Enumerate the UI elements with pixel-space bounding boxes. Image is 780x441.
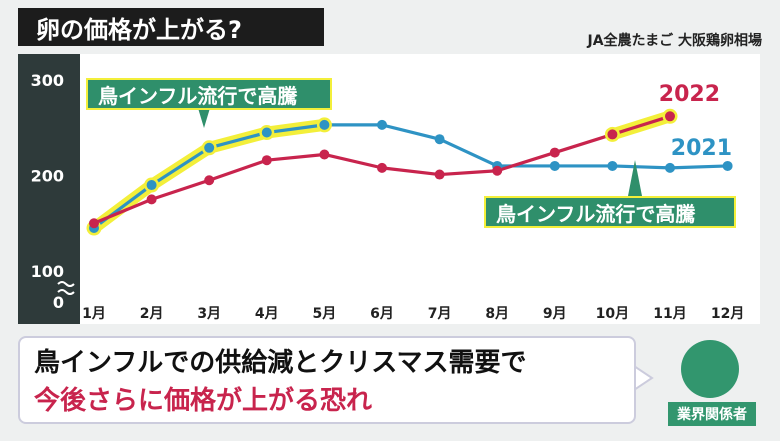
page-title: 卵の価格が上がる? bbox=[18, 8, 324, 46]
callout-2021-text: 鳥インフル流行で高騰 bbox=[98, 83, 298, 108]
callout-2022-text: 鳥インフル流行で高騰 bbox=[496, 201, 696, 226]
callout-2021-rise: 鳥インフル流行で高騰 bbox=[86, 78, 332, 110]
callout-2022-rise: 鳥インフル流行で高騰 bbox=[484, 196, 736, 228]
series-2022-point bbox=[89, 218, 99, 229]
series-2022-point bbox=[377, 162, 387, 173]
source-label: JA全農たまご 大阪鶏卵相場 bbox=[587, 33, 763, 49]
series-2022-point bbox=[146, 194, 157, 205]
y-tick-label: 200 bbox=[31, 167, 64, 186]
caption-box: 鳥インフルでの供給減とクリスマス需要で 今後さらに価格が上がる恐れ bbox=[18, 336, 636, 424]
series-2021-line bbox=[93, 123, 728, 230]
x-tick-label: 3月 bbox=[197, 306, 221, 322]
axis-break-mark bbox=[57, 281, 75, 295]
x-tick-label: 7月 bbox=[428, 306, 452, 322]
series-2021-point bbox=[261, 127, 272, 138]
series-2021-point bbox=[377, 119, 387, 130]
series-2021-point bbox=[434, 134, 445, 145]
x-tick-label: 10月 bbox=[596, 306, 629, 322]
speaker-avatar bbox=[681, 340, 739, 398]
x-tick-label: 8月 bbox=[485, 306, 509, 322]
callout-2-pointer bbox=[628, 160, 642, 196]
series-2022-point bbox=[549, 147, 560, 158]
caption-line-1: 鳥インフルでの供給減とクリスマス需要で bbox=[34, 348, 527, 378]
caption-tail bbox=[633, 364, 654, 392]
x-tick-label: 9月 bbox=[543, 306, 567, 322]
series-2021-point bbox=[549, 160, 560, 171]
series-2021-point bbox=[319, 119, 330, 130]
x-tick-label: 4月 bbox=[255, 306, 279, 322]
speaker-label: 業界関係者 bbox=[668, 402, 756, 426]
series-label-2021: 2021 bbox=[671, 136, 732, 161]
series-2021-point bbox=[204, 142, 215, 153]
series-2021-point bbox=[607, 160, 618, 171]
callout-1-pointer bbox=[198, 108, 210, 128]
y-tick-label: 100 bbox=[31, 262, 64, 281]
x-tick-label: 11月 bbox=[653, 306, 686, 322]
series-2022-point bbox=[319, 149, 330, 160]
series-2022-point bbox=[261, 155, 272, 166]
series-2021-point bbox=[665, 162, 675, 173]
series-2022-point bbox=[607, 129, 618, 140]
series-label-2022: 2022 bbox=[659, 82, 720, 107]
y-axis-strip bbox=[18, 54, 80, 324]
series-2022-point bbox=[492, 165, 503, 176]
title-text: 卵の価格が上がる? bbox=[36, 15, 242, 44]
series-2022-point bbox=[434, 169, 445, 180]
y-tick-label: 300 bbox=[31, 71, 64, 90]
x-tick-label: 2月 bbox=[140, 306, 164, 322]
x-tick-label: 1月 bbox=[82, 306, 106, 322]
series-2021-point bbox=[146, 180, 157, 191]
y-tick-label: 0 bbox=[53, 293, 64, 312]
series-2021-point bbox=[722, 160, 733, 171]
series-2022-point bbox=[665, 111, 675, 122]
x-tick-label: 6月 bbox=[370, 306, 394, 322]
caption-line-2: 今後さらに価格が上がる恐れ bbox=[34, 386, 373, 416]
series-2022-point bbox=[204, 175, 215, 186]
x-tick-label: 5月 bbox=[313, 306, 337, 322]
x-tick-label: 12月 bbox=[711, 306, 744, 322]
